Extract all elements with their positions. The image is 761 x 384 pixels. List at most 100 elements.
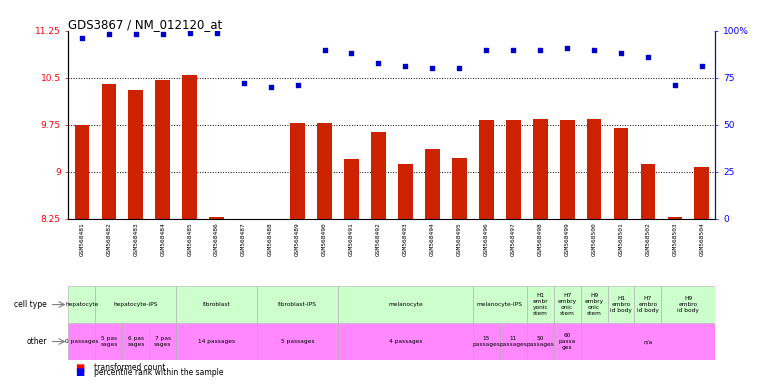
Text: GDS3867 / NM_012120_at: GDS3867 / NM_012120_at — [68, 18, 223, 31]
Point — [157, 31, 169, 38]
Bar — [695, 167, 709, 219]
Bar — [533, 119, 548, 219]
Text: GSM568491: GSM568491 — [349, 222, 354, 256]
Text: GSM568495: GSM568495 — [457, 222, 462, 256]
Text: GSM568498: GSM568498 — [538, 222, 543, 256]
Bar — [635, 286, 661, 323]
Text: GSM568490: GSM568490 — [322, 222, 327, 256]
Text: other: other — [27, 337, 47, 346]
Point — [372, 60, 384, 66]
Bar — [452, 158, 466, 219]
Bar — [527, 286, 553, 323]
Text: 60
passa
ges: 60 passa ges — [559, 333, 576, 350]
Text: percentile rank within the sample: percentile rank within the sample — [94, 368, 224, 377]
Bar — [506, 120, 521, 219]
Bar — [553, 286, 581, 323]
Bar — [581, 286, 607, 323]
Point — [669, 82, 681, 88]
Point — [130, 31, 142, 38]
Bar — [177, 286, 257, 323]
Text: H1
embro
id body: H1 embro id body — [610, 296, 632, 313]
Text: H1
embr
yonic
stem: H1 embr yonic stem — [533, 293, 548, 316]
Text: GSM568501: GSM568501 — [619, 222, 623, 256]
Bar — [338, 286, 473, 323]
Point — [211, 30, 223, 36]
Bar — [149, 323, 177, 360]
Text: ■: ■ — [75, 367, 84, 377]
Point — [400, 63, 412, 70]
Text: transformed count: transformed count — [94, 363, 166, 372]
Point — [561, 45, 573, 51]
Text: 5 pas
sages: 5 pas sages — [100, 336, 118, 347]
Text: 15
passages: 15 passages — [473, 336, 500, 347]
Bar — [425, 149, 440, 219]
Text: melanocyte-IPS: melanocyte-IPS — [476, 302, 523, 307]
Point — [534, 46, 546, 53]
Text: GSM568486: GSM568486 — [215, 222, 219, 256]
Bar — [338, 323, 473, 360]
Bar — [661, 286, 715, 323]
Text: H9
embry
onic
stem: H9 embry onic stem — [584, 293, 603, 316]
Bar — [177, 323, 257, 360]
Bar — [68, 323, 95, 360]
Point — [265, 84, 277, 90]
Text: GSM568483: GSM568483 — [133, 222, 139, 256]
Bar — [479, 121, 494, 219]
Point — [183, 30, 196, 36]
Bar — [667, 217, 683, 219]
Point — [103, 31, 115, 38]
Text: H7
embro
id body: H7 embro id body — [637, 296, 659, 313]
Text: GSM568496: GSM568496 — [484, 222, 489, 256]
Text: GSM568484: GSM568484 — [161, 222, 165, 256]
Text: 50
passages: 50 passages — [526, 336, 554, 347]
Text: GSM568485: GSM568485 — [187, 222, 193, 256]
Text: 6 pas
sages: 6 pas sages — [127, 336, 145, 347]
Point — [237, 80, 250, 86]
Text: GSM568492: GSM568492 — [376, 222, 381, 256]
Bar — [527, 323, 553, 360]
Point — [426, 65, 438, 71]
Text: hepatocyte: hepatocyte — [65, 302, 99, 307]
Bar — [290, 123, 305, 219]
Bar — [155, 79, 170, 219]
Point — [696, 63, 708, 70]
Text: GSM568487: GSM568487 — [241, 222, 246, 256]
Bar — [263, 219, 278, 221]
Bar — [559, 121, 575, 219]
Text: GSM568488: GSM568488 — [268, 222, 273, 256]
Point — [507, 46, 519, 53]
Text: H7
embry
onic
stem: H7 embry onic stem — [558, 293, 577, 316]
Bar — [95, 286, 177, 323]
Text: GSM568502: GSM568502 — [645, 222, 651, 256]
Bar — [95, 323, 123, 360]
Bar — [236, 219, 251, 221]
Point — [480, 46, 492, 53]
Text: 11
passages: 11 passages — [499, 336, 527, 347]
Bar — [209, 217, 224, 219]
Bar — [473, 323, 500, 360]
Text: 14 passages: 14 passages — [198, 339, 235, 344]
Text: n/a: n/a — [643, 339, 653, 344]
Bar — [317, 123, 332, 219]
Text: ■: ■ — [75, 363, 84, 373]
Text: H9
embro
id body: H9 embro id body — [677, 296, 699, 313]
Point — [642, 54, 654, 60]
Text: GSM568482: GSM568482 — [107, 222, 111, 256]
Bar — [129, 90, 143, 219]
Bar — [257, 286, 338, 323]
Bar — [257, 323, 338, 360]
Text: GSM568500: GSM568500 — [591, 222, 597, 256]
Text: GSM568489: GSM568489 — [295, 222, 300, 256]
Text: cell type: cell type — [14, 300, 47, 309]
Point — [588, 46, 600, 53]
Bar — [500, 323, 527, 360]
Text: GSM568504: GSM568504 — [699, 222, 705, 256]
Bar — [473, 286, 527, 323]
Text: fibroblast-IPS: fibroblast-IPS — [278, 302, 317, 307]
Text: GSM568503: GSM568503 — [673, 222, 677, 256]
Text: hepatocyte-iPS: hepatocyte-iPS — [113, 302, 158, 307]
Bar — [641, 164, 655, 219]
Point — [615, 50, 627, 56]
Bar — [607, 286, 635, 323]
Bar — [183, 74, 197, 219]
